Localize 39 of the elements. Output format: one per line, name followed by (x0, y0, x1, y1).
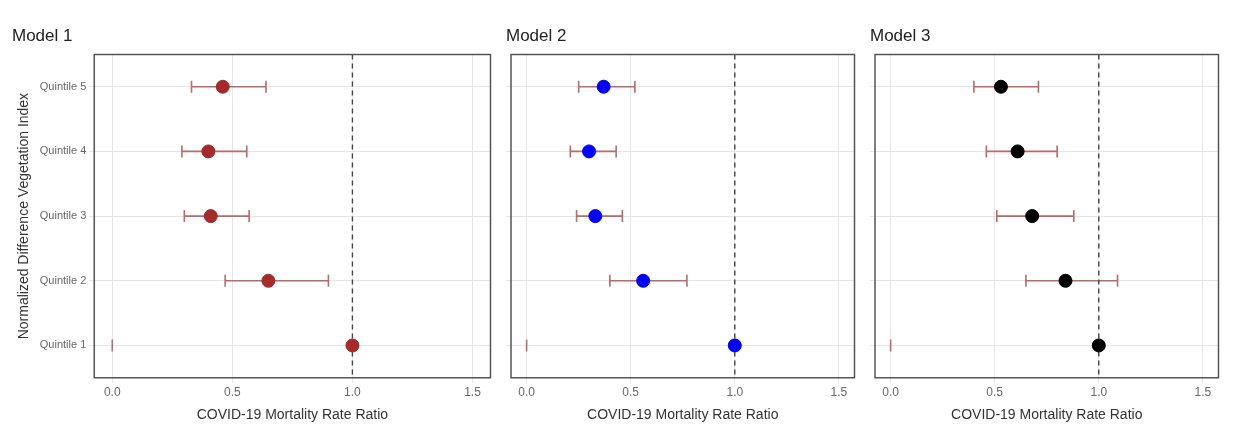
chart-title: Model 3 (870, 25, 931, 45)
y-tick-label: Quintile 1 (39, 338, 87, 351)
point (636, 273, 651, 288)
y-tick-label: Quintile 5 (39, 79, 87, 92)
point (1058, 273, 1073, 288)
point (727, 338, 742, 353)
y-tick-label: Quintile 2 (39, 273, 87, 286)
x-tick-label: 0.5 (224, 385, 242, 400)
point (203, 209, 218, 224)
point (588, 209, 603, 224)
point (1010, 144, 1025, 159)
y-axis-title: Normalized Difference Vegetation Index (15, 92, 32, 340)
point (582, 144, 597, 159)
x-axis-title: COVID-19 Mortality Rate Ratio (951, 406, 1143, 423)
x-tick-label: 0.5 (622, 385, 640, 400)
point (1091, 338, 1106, 353)
point (596, 79, 611, 94)
point (1025, 209, 1040, 224)
x-tick-label: 1.5 (464, 385, 482, 400)
x-axis-title: COVID-19 Mortality Rate Ratio (196, 406, 389, 423)
x-tick-label: 1.5 (830, 385, 848, 400)
point (261, 273, 276, 288)
x-tick-label: 0.0 (882, 385, 900, 400)
x-tick-label: 1.0 (344, 385, 362, 400)
point (215, 79, 230, 94)
x-tick-label: 1.5 (1194, 385, 1212, 400)
x-tick-label: 1.0 (726, 385, 744, 400)
chart-title: Model 2 (506, 25, 567, 45)
point (345, 338, 360, 353)
x-tick-label: 0.5 (986, 385, 1004, 400)
x-tick-label: 0.0 (103, 385, 121, 400)
point (993, 79, 1008, 94)
x-axis-title: COVID-19 Mortality Rate Ratio (587, 406, 779, 423)
y-tick-label: Quintile 4 (39, 144, 87, 157)
x-tick-label: 1.0 (1090, 385, 1108, 400)
y-tick-label: Quintile 3 (39, 209, 87, 222)
point (201, 144, 216, 159)
x-tick-label: 0.0 (518, 385, 536, 400)
chart-title: Model 1 (12, 25, 73, 45)
